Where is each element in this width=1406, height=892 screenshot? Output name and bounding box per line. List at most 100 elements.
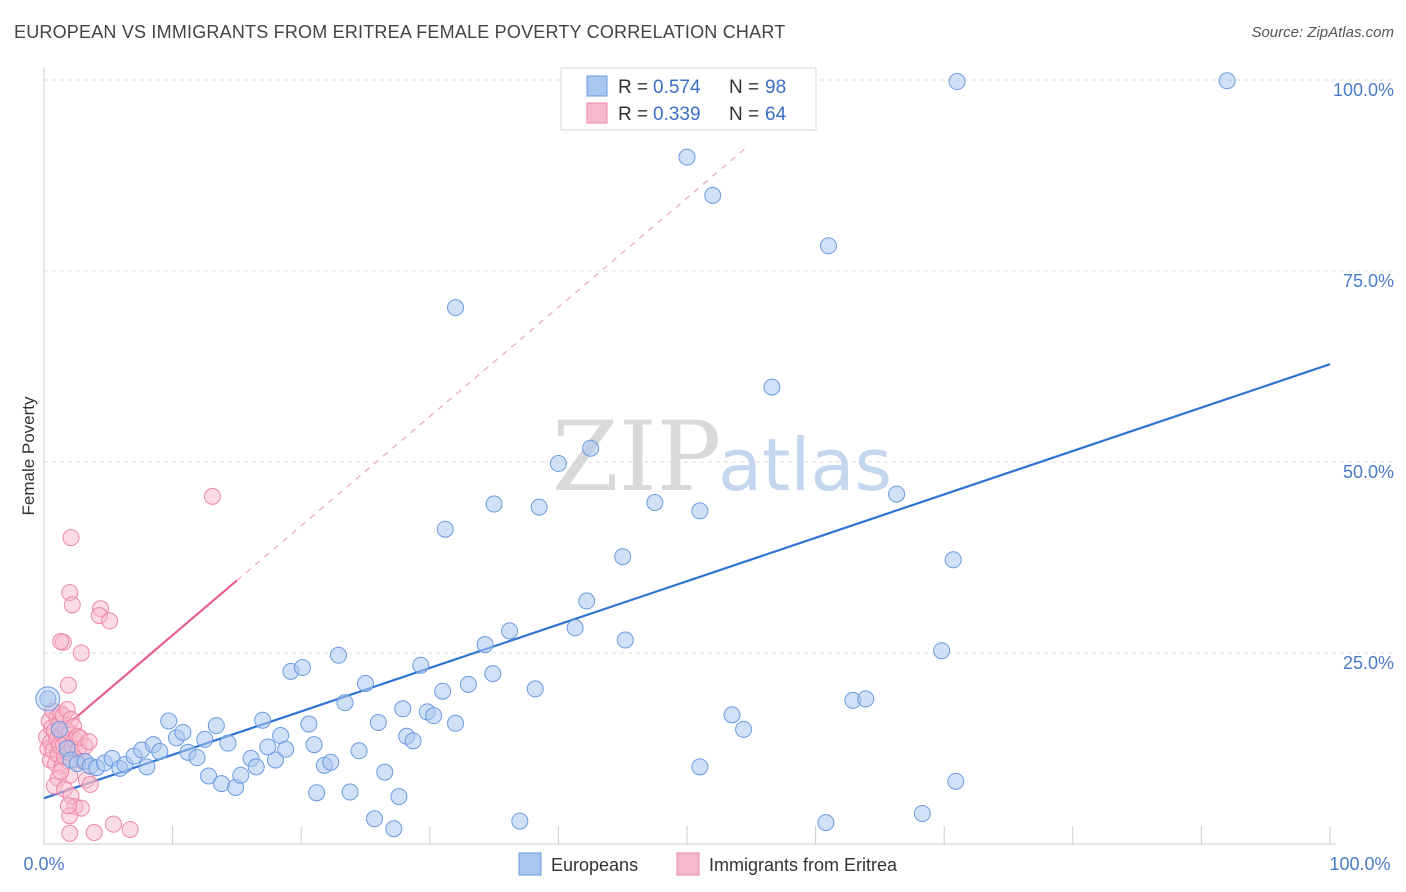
point-europeans-92 [944,551,962,569]
bottom-legend-europeans: Europeans [551,855,638,875]
point-europeans-69 [526,680,544,698]
point-europeans-88 [857,690,875,708]
point-eritrea-48 [59,797,77,815]
point-europeans-70 [530,498,548,516]
point-europeans-52 [390,788,408,806]
y-tick-label-50: 50.0% [1343,462,1394,482]
point-europeans-21 [188,749,206,767]
point-europeans-91 [933,642,951,660]
point-europeans-74 [582,439,600,457]
point-europeans-0 [39,690,57,708]
y-tick-label-75: 75.0% [1343,271,1394,291]
point-europeans-32 [259,738,277,756]
point-europeans-39 [305,736,323,754]
watermark-zip: ZIP [552,401,721,513]
source-credit: Source: ZipAtlas.com [1251,24,1394,41]
point-eritrea-59 [61,824,79,842]
point-europeans-31 [254,711,272,729]
point-europeans-93 [947,772,965,790]
point-europeans-85 [817,814,835,832]
y-tick-label-100: 100.0% [1333,80,1394,100]
point-europeans-72 [566,619,584,637]
point-eritrea-38 [80,733,98,751]
point-europeans-89 [888,485,906,503]
point-europeans-94 [948,73,966,91]
y-axis-tick-labels: 25.0% 50.0% 75.0% 100.0% [1333,80,1394,673]
point-europeans-63 [459,675,477,693]
point-eritrea-60 [85,824,103,842]
point-europeans-33 [266,751,284,769]
point-eritrea-55 [72,644,90,662]
point-europeans-35 [277,740,295,758]
point-europeans-48 [366,810,384,828]
gridlines [44,79,1395,654]
point-europeans-49 [369,714,387,732]
point-eritrea-39 [81,775,99,793]
point-europeans-cluster [35,686,61,712]
point-europeans-62 [447,299,465,317]
point-europeans-37 [293,659,311,677]
legend-r-value-0: 0.574 [653,77,701,98]
point-europeans-66 [485,495,503,513]
point-europeans-71 [549,455,567,473]
watermark: ZIP atlas [552,401,892,513]
point-europeans-14 [138,758,156,776]
point-europeans-75 [614,548,632,566]
point-eritrea-62 [121,820,139,838]
point-eritrea-50 [52,633,70,651]
point-europeans-44 [336,694,354,712]
point-eritrea-58 [101,612,119,630]
point-europeans-56 [412,656,430,674]
point-europeans-42 [322,753,340,771]
point-europeans-78 [678,148,696,166]
point-europeans-83 [735,720,753,738]
point-europeans-45 [341,783,359,801]
watermark-atlas: atlas [718,423,892,507]
point-europeans-46 [350,742,368,760]
point-europeans-50 [376,763,394,781]
point-europeans-84 [763,378,781,396]
point-europeans-77 [646,493,664,511]
point-europeans-26 [219,734,237,752]
chart-title: EUROPEAN VS IMMIGRANTS FROM ERITREA FEMA… [14,22,786,42]
point-europeans-68 [511,812,529,830]
point-europeans-95 [1218,72,1236,90]
y-tick-label-25: 25.0% [1343,653,1394,673]
legend-swatch-europeans [586,75,608,97]
point-europeans-16 [151,743,169,761]
legend-r-label-0: R = [618,77,648,98]
series-europeans-points [35,72,1236,838]
point-europeans-73 [578,592,596,610]
bottom-legend-swatch-europeans [518,852,542,876]
point-europeans-61 [447,714,465,732]
point-europeans-23 [200,767,218,785]
legend-n-value-1: 64 [765,104,787,125]
legend-n-value-0: 98 [765,77,786,98]
point-europeans-40 [308,784,326,802]
legend-swatch-eritrea [586,102,608,124]
point-europeans-53 [394,700,412,718]
point-europeans-80 [691,758,709,776]
point-europeans-22 [196,730,214,748]
trend-line-eritrea-extension [236,148,746,581]
point-europeans-90 [913,804,931,822]
point-europeans-51 [385,820,403,838]
point-europeans-65 [484,665,502,683]
point-eritrea-63 [203,487,221,505]
point-europeans-28 [232,766,250,784]
point-eritrea-54 [62,529,80,547]
point-europeans-86 [819,237,837,255]
point-europeans-81 [704,186,722,204]
point-europeans-47 [357,675,374,693]
point-eritrea-53 [63,596,81,614]
series-eritrea-points [38,487,221,842]
point-europeans-1 [50,720,68,738]
point-europeans-43 [329,646,347,664]
point-europeans-79 [691,502,709,520]
bottom-legend: Europeans Immigrants from Eritrea [518,852,898,876]
x-tick-label-left: 0.0% [23,854,64,874]
point-eritrea-51 [59,676,77,694]
legend-box: R = 0.574 N = 98 R = 0.339 N = 64 [560,67,817,131]
point-europeans-76 [616,631,634,649]
